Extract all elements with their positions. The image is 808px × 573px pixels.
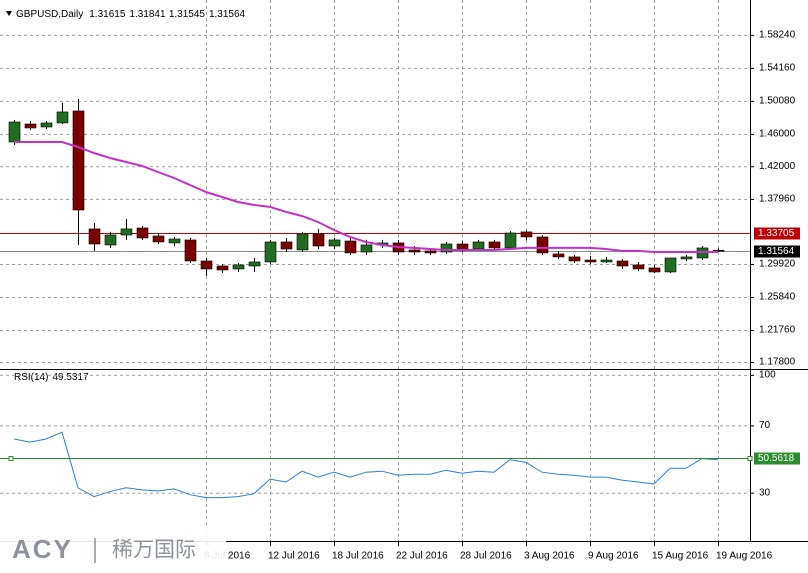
candle-body [520, 231, 533, 238]
indicator-line [13, 431, 719, 499]
indicator-line [14, 141, 718, 253]
y-tick-label: 1.29920 [759, 259, 796, 270]
candle-body [232, 264, 245, 270]
candle-body [280, 241, 293, 250]
candle-body [664, 257, 677, 273]
candle-body [24, 123, 37, 129]
candle-body [712, 249, 725, 252]
candle-body [120, 228, 133, 236]
candle-body [312, 233, 325, 247]
y-tick-label: 1.50080 [759, 96, 796, 107]
x-tick-label: 18 Jul 2016 [332, 551, 384, 562]
candle-body [328, 239, 341, 247]
candle-body [488, 241, 501, 249]
rsi-title: RSI(14) [14, 372, 48, 383]
level-handle [8, 456, 14, 461]
candle-body [600, 259, 613, 263]
y-tick-label: 1.42000 [759, 161, 796, 172]
last-low: 1.31545 [169, 9, 206, 20]
candle-body [616, 260, 629, 267]
candle-body [152, 235, 165, 243]
x-tick-label: 9 Aug 2016 [588, 551, 639, 562]
current-price-label: 1.31564 [758, 246, 795, 257]
candle-body [440, 243, 453, 253]
watermark: ACY 稀万国际 [0, 526, 226, 573]
candle-body [264, 241, 277, 263]
candle-body [168, 238, 181, 244]
candle-body [648, 267, 661, 273]
x-tick-label: 3 Aug 2016 [524, 551, 575, 562]
y-tick-label: 1.21760 [759, 325, 796, 336]
candle-body [296, 233, 309, 251]
level-label-bg [754, 452, 800, 465]
candle-body [536, 236, 549, 254]
chart-header: GBPUSD,Daily 1.31615 1.31841 1.31545 1.31564 [16, 9, 246, 20]
level-handle [747, 456, 753, 461]
candle-body [344, 240, 357, 254]
candle-body [472, 241, 485, 250]
candle-body [72, 110, 85, 211]
y-tick-label: 70 [759, 420, 771, 431]
candle-body [568, 256, 581, 262]
symbol: GBPUSD,Daily [16, 9, 83, 20]
x-tick-label: 22 Jul 2016 [396, 551, 448, 562]
last-close: 1.31564 [209, 9, 246, 20]
candle-body [408, 249, 421, 253]
y-tick-label: 100 [759, 370, 776, 381]
y-tick-label: 1.37960 [759, 194, 796, 205]
x-tick-label: 12 Jul 2016 [268, 551, 320, 562]
last-open: 1.31615 [89, 9, 126, 20]
rsi-value: 49.5317 [52, 372, 89, 383]
y-tick-label: 1.17800 [759, 357, 796, 368]
candle-body [456, 243, 469, 250]
watermark-brand: ACY [12, 534, 73, 564]
candle-body [88, 228, 101, 245]
candle-body [248, 261, 261, 267]
candle-body [504, 232, 517, 249]
candle-body [424, 250, 437, 254]
x-tick-label: 28 Jul 2016 [460, 551, 512, 562]
watermark-name: 稀万国际 [112, 539, 196, 562]
menu-arrow[interactable] [6, 11, 12, 16]
candle-body [40, 122, 53, 128]
candle-body [552, 253, 565, 258]
candle-body [680, 256, 693, 260]
current-price-bg [754, 245, 800, 258]
candle-body [632, 264, 645, 270]
candle-body [104, 234, 117, 246]
plot-layer: 6 Jul 2016 12 Jul 2016 18 Jul 2016 22 Jul 2… [0, 0, 800, 562]
candle-body [136, 227, 149, 239]
candle-body [184, 239, 197, 262]
candle-body [360, 244, 373, 253]
level-label: 50.5618 [758, 453, 795, 464]
candle-body [8, 121, 21, 143]
level-label-bg [754, 227, 800, 240]
candle-body [56, 111, 69, 124]
y-tick-label: 1.46000 [759, 129, 796, 140]
y-tick-label: 1.58240 [759, 29, 796, 40]
x-tick-label: 15 Aug 2016 [652, 551, 709, 562]
candle-body [200, 260, 213, 270]
y-tick-label: 1.54160 [759, 63, 796, 74]
rsi-header: RSI(14) 49.5317 [14, 372, 89, 383]
x-tick-label: 19 Aug 2016 [716, 551, 773, 562]
last-high: 1.31841 [129, 9, 166, 20]
y-tick-label: 1.25840 [759, 292, 796, 303]
watermark-bg [0, 526, 226, 573]
level-label: 1.33705 [758, 228, 795, 239]
candle-body [584, 259, 597, 263]
y-tick-label: 30 [759, 487, 771, 498]
x-tick-label: 6 Jul 2016 [204, 551, 251, 562]
candle-body [216, 265, 229, 271]
